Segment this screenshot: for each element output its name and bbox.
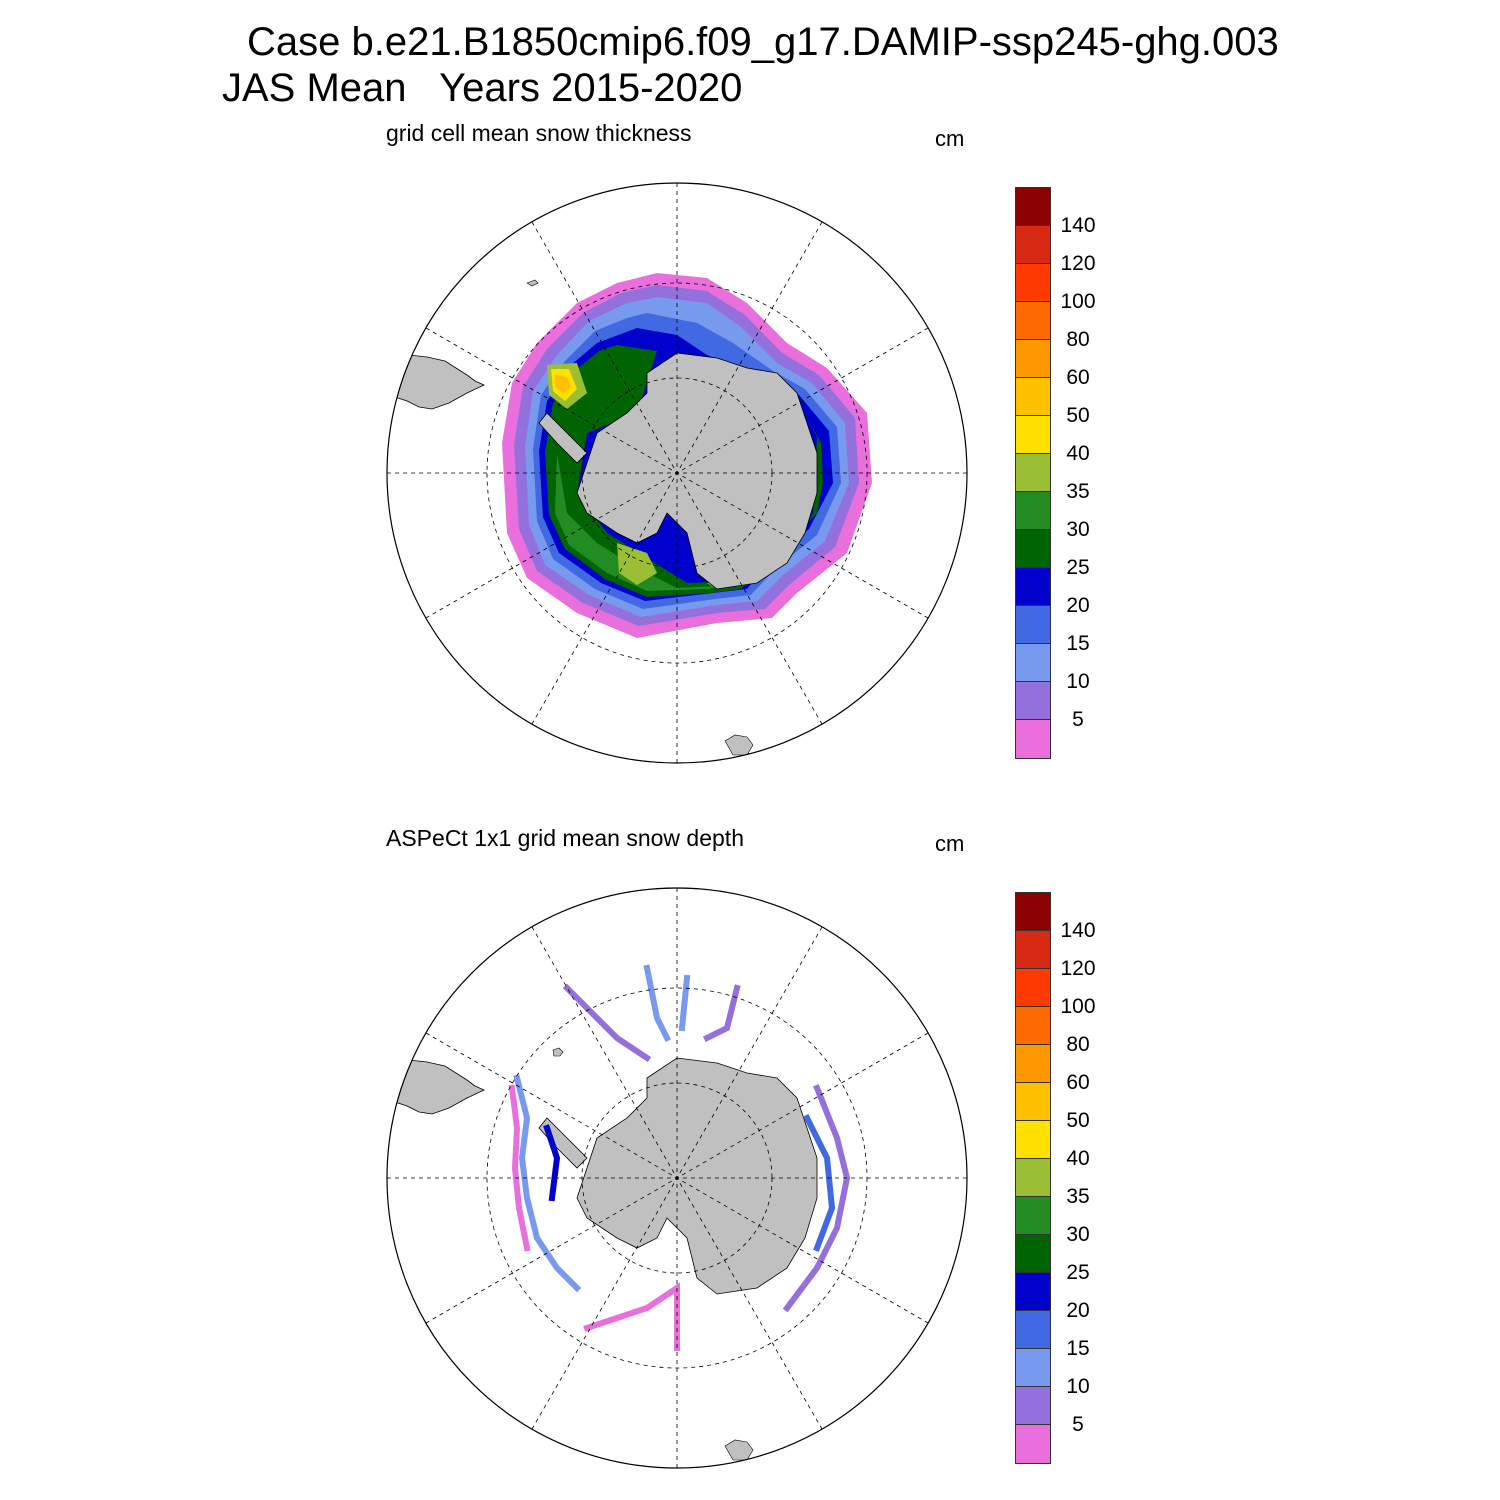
colorbar-tick-label: 80: [1066, 1033, 1090, 1056]
ship-track-2: [508, 1084, 531, 1252]
colorbar-tick-label: 10: [1066, 670, 1090, 693]
colorbar-tick-label: 25: [1066, 1261, 1090, 1284]
panel-1-polar-map: [386, 182, 968, 764]
antarctic-peninsula: [538, 412, 588, 464]
antarctica-landmass: [576, 1057, 818, 1295]
colorbar-segment: [1016, 893, 1050, 931]
colorbar-segment: [1016, 1159, 1050, 1197]
falkland-islands: [552, 1047, 564, 1057]
colorbar-segment: [1016, 302, 1050, 340]
ship-track-8: [583, 1282, 680, 1351]
colorbar-segment: [1016, 720, 1050, 758]
panel-1-units: cm: [935, 126, 965, 151]
colorbar-tick-label: 15: [1066, 1337, 1090, 1360]
colorbar-tick-label: 100: [1060, 290, 1096, 313]
main-title-line-1: Case b.e21.B1850cmip6.f09_g17.DAMIP-ssp2…: [247, 20, 1279, 64]
colorbar-tick-label: 20: [1066, 1299, 1090, 1322]
colorbar-segment: [1016, 1273, 1050, 1311]
colorbar-tick-label: 15: [1066, 632, 1090, 655]
south-america-landmass: [387, 1042, 485, 1115]
colorbar-segment: [1016, 682, 1050, 720]
colorbar-segment: [1016, 1083, 1050, 1121]
colorbar-tick-label: 80: [1066, 328, 1090, 351]
snow-band-30-35: [555, 453, 767, 591]
panel-2-title: ASPeCt 1x1 grid mean snow depth: [386, 825, 744, 851]
colorbar-tick-label: 30: [1066, 518, 1090, 541]
colorbar-tick-label: 5: [1072, 1413, 1084, 1436]
colorbar-segment: [1016, 1235, 1050, 1273]
new-zealand-tip: [724, 1439, 754, 1461]
colorbar-segment: [1016, 1349, 1050, 1387]
ship-track-1: [513, 1074, 582, 1293]
ship-tracks: [508, 964, 851, 1351]
colorbar-segment: [1016, 226, 1050, 264]
ship-track-9: [543, 1124, 561, 1202]
colorbar-segment: [1016, 188, 1050, 226]
map-2-border: [386, 887, 968, 1469]
colorbar-segment: [1016, 969, 1050, 1007]
new-zealand-tip: [724, 734, 754, 756]
colorbar-segment: [1016, 340, 1050, 378]
colorbar-segment: [1016, 378, 1050, 416]
snow-band-25-30: [545, 345, 823, 597]
colorbar-tick-label: 40: [1066, 442, 1090, 465]
colorbar-segment: [1016, 1425, 1050, 1463]
ship-track-6: [782, 1084, 851, 1313]
colorbar-tick-label: 40: [1066, 1147, 1090, 1170]
colorbar-segment: [1016, 454, 1050, 492]
colorbar-tick-label: 50: [1066, 1109, 1090, 1132]
colorbar-tick-label: 10: [1066, 1375, 1090, 1398]
colorbar-segment: [1016, 1121, 1050, 1159]
colorbar-segment: [1016, 1387, 1050, 1425]
ship-track-3: [562, 983, 652, 1063]
colorbar-segment: [1016, 1007, 1050, 1045]
map-1-border: [386, 182, 968, 764]
panel-1-title: grid cell mean snow thickness: [386, 120, 692, 146]
panel-1-colorbar: [1015, 187, 1051, 759]
colorbar-tick-label: 60: [1066, 366, 1090, 389]
antarctica-landmass: [576, 352, 818, 590]
panel-2-colorbar: [1015, 892, 1051, 1464]
panel-2-polar-map: [386, 887, 968, 1469]
colorbar-tick-label: 140: [1060, 919, 1096, 942]
colorbar-tick-label: 35: [1066, 480, 1090, 503]
colorbar-tick-label: 5: [1072, 708, 1084, 731]
south-georgia-island: [526, 279, 539, 287]
colorbar-segment: [1016, 1197, 1050, 1235]
snow-band-50-60: [555, 375, 571, 393]
map-2-graticule: [387, 888, 967, 1468]
south-america-landmass: [387, 337, 485, 410]
colorbar-tick-label: 60: [1066, 1071, 1090, 1094]
colorbar-segment: [1016, 568, 1050, 606]
colorbar-segment: [1016, 606, 1050, 644]
colorbar-tick-label: 50: [1066, 404, 1090, 427]
colorbar-segment: [1016, 1045, 1050, 1083]
colorbar-segment: [1016, 492, 1050, 530]
map-1-graticule: [387, 183, 967, 763]
main-title-line-2: JAS Mean Years 2015-2020: [222, 66, 743, 110]
panel-2-units: cm: [935, 831, 965, 856]
colorbar-tick-label: 25: [1066, 556, 1090, 579]
colorbar-tick-label: 100: [1060, 995, 1096, 1018]
colorbar-tick-label: 140: [1060, 214, 1096, 237]
colorbar-segment: [1016, 264, 1050, 302]
antarctic-peninsula: [538, 1117, 588, 1169]
ship-track-7: [802, 1113, 836, 1252]
colorbar-tick-label: 30: [1066, 1223, 1090, 1246]
colorbar-tick-label: 20: [1066, 594, 1090, 617]
colorbar-segment: [1016, 530, 1050, 568]
colorbar-segment: [1016, 644, 1050, 682]
colorbar-tick-label: 120: [1060, 957, 1096, 980]
colorbar-segment: [1016, 416, 1050, 454]
colorbar-tick-label: 35: [1066, 1185, 1090, 1208]
colorbar-segment: [1016, 931, 1050, 969]
ship-track-5: [702, 984, 741, 1043]
ship-track-4: [643, 964, 691, 1043]
colorbar-segment: [1016, 1311, 1050, 1349]
colorbar-tick-label: 120: [1060, 252, 1096, 275]
